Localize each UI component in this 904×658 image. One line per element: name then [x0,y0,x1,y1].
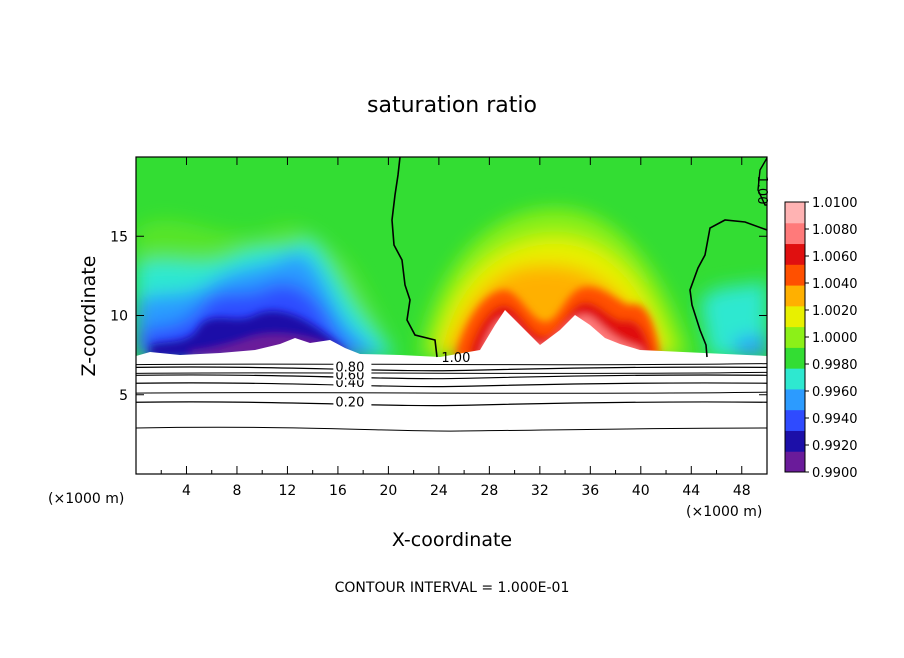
x-tick-label: 48 [733,483,751,499]
x-tick-label: 12 [279,483,297,499]
x-axis-ticks: 4 8 12 16 20 24 28 32 36 40 44 48 [160,157,751,499]
contour-label-bg [333,359,372,373]
colorbar-swatch [785,430,805,452]
x-tick-label: 24 [430,483,448,499]
colorbar-label: 1.0100 [812,196,858,211]
contour-line [136,391,767,394]
colorbar: 1.0100 1.0080 1.0060 1.0040 1.0020 1.0000 0.99… [784,196,858,481]
colorbar-swatch [785,409,805,431]
contour-line [136,363,767,366]
y-tick-label: 5 [119,388,128,404]
colorbar-label: 0.9900 [812,466,858,481]
x-tick-label: 44 [682,483,700,499]
contour-labels: 0.200.400.600.801.00 [333,351,470,410]
colorbar-swatch [785,202,805,224]
contour-line [136,366,767,372]
colorbar-label: 1.0040 [812,277,858,292]
contour-lines [136,363,767,407]
contour-label: 1.00 [441,351,470,366]
x-tick-label: 36 [581,483,599,499]
y-axis-ticks: 5 10 15 [110,229,767,404]
colorbar-swatch [785,222,805,245]
contour-label-rotated: 1.00 [754,176,769,205]
colorbar-swatch [785,388,805,411]
y-tick-label: 10 [110,309,128,325]
colorbar-label: 0.9980 [812,358,858,373]
colorbar-label: 1.0000 [812,331,858,346]
contour-label: 0.20 [335,395,364,410]
x-tick-label: 20 [379,483,397,499]
y-tick-label: 15 [110,229,128,245]
y-axis-title: Z-coordinate [78,256,100,377]
colorbar-swatch [785,305,805,328]
x-tick-label: 32 [531,483,549,499]
colorbar-swatch [785,264,805,286]
colorbar-swatch [785,347,805,369]
colorbar-label: 1.0060 [812,250,858,265]
colorbar-label: 0.9960 [812,385,858,400]
colorbar-swatch [785,368,805,390]
colorbar-label: 0.9940 [812,412,858,427]
x-tick-label: 40 [632,483,650,499]
contour-line [136,401,767,407]
colorbar-label: 1.0020 [812,304,858,319]
saturation-field [136,157,767,474]
x-tick-label: 16 [329,483,347,499]
colorbar-swatch [785,243,805,265]
colorbar-swatch [785,326,805,348]
contour-interval-note: CONTOUR INTERVAL = 1.000E-01 [335,580,570,596]
contour-label-bg [333,394,372,408]
contour-line [136,374,767,380]
x-axis-title: X-coordinate [392,529,512,551]
chart-title: saturation ratio [367,93,537,118]
contour-label: 0.80 [335,360,364,375]
colorbar-swatch [785,451,805,473]
x-unit-label: (×1000 m) [686,504,762,520]
x-tick-label: 8 [232,483,241,499]
x-tick-label: 4 [182,483,191,499]
x-tick-label: 28 [480,483,498,499]
contour-line [136,382,767,388]
contour-line [136,371,767,375]
colorbar-swatch [785,285,805,307]
colorbar-label: 1.0080 [812,223,858,238]
colorbar-label: 0.9920 [812,439,858,454]
y-unit-label: (×1000 m) [48,491,124,507]
